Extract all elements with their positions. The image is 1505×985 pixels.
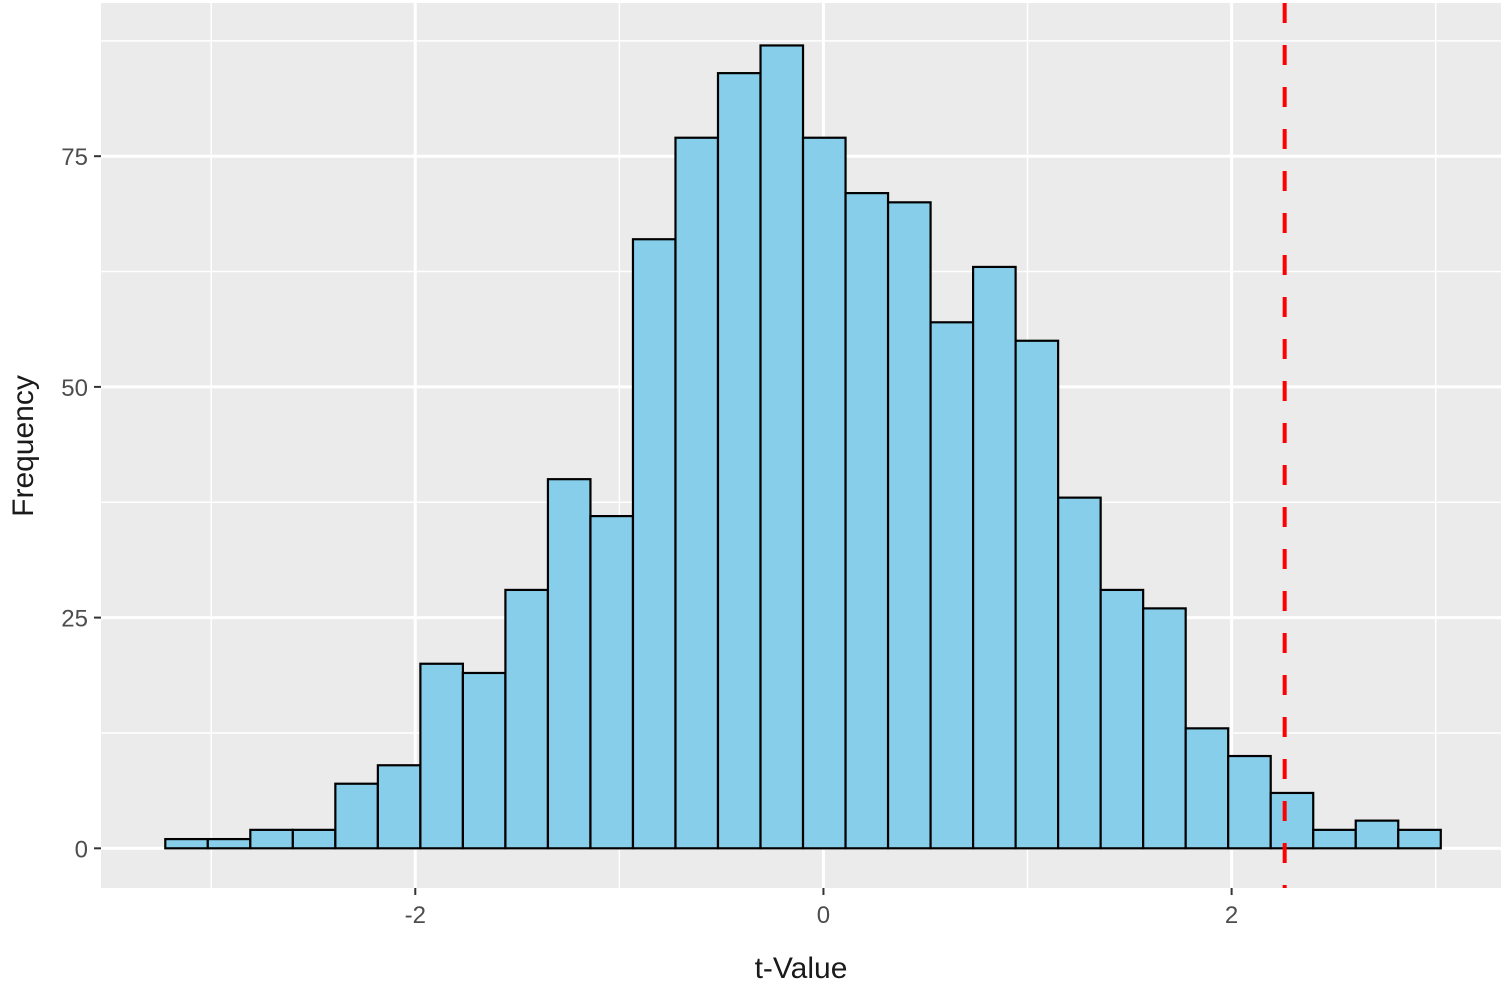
histogram-bar bbox=[1354, 819, 1400, 850]
y-axis: 0 25 50 75 bbox=[61, 144, 101, 863]
histogram-bar bbox=[419, 662, 464, 850]
histogram-bars bbox=[164, 44, 1442, 850]
histogram-bar bbox=[1397, 828, 1442, 850]
histogram-bar bbox=[164, 837, 209, 850]
histogram-bar bbox=[971, 265, 1017, 850]
histogram-bar bbox=[206, 837, 252, 850]
histogram-bar bbox=[1014, 339, 1060, 850]
histogram-bar bbox=[631, 238, 677, 850]
x-tick-label: 0 bbox=[817, 902, 830, 929]
histogram-bar bbox=[886, 201, 932, 850]
histogram-bar bbox=[376, 764, 422, 850]
y-tick-label: 0 bbox=[75, 836, 88, 863]
y-tick-label: 50 bbox=[61, 375, 88, 402]
histogram-bar bbox=[504, 588, 550, 850]
histogram-bar bbox=[1227, 754, 1272, 850]
histogram-bar bbox=[291, 828, 337, 850]
x-axis: -2 0 2 bbox=[405, 888, 1238, 929]
y-tick-label: 25 bbox=[61, 606, 88, 633]
histogram-bar bbox=[461, 671, 507, 850]
histogram-bar bbox=[929, 321, 975, 850]
histogram-bar bbox=[1099, 588, 1145, 850]
histogram-bar bbox=[1142, 607, 1187, 850]
histogram-bar bbox=[801, 136, 847, 850]
x-tick-label: -2 bbox=[405, 902, 426, 929]
histogram-bar bbox=[1057, 496, 1102, 850]
y-tick-label: 75 bbox=[61, 144, 88, 171]
histogram-bar bbox=[1312, 828, 1357, 850]
x-tick-label: 2 bbox=[1225, 902, 1238, 929]
y-axis-title: Frequency bbox=[7, 375, 40, 517]
histogram-bar bbox=[674, 136, 720, 850]
x-axis-title: t-Value bbox=[755, 952, 848, 985]
histogram-bar bbox=[334, 782, 379, 850]
histogram-bar bbox=[1184, 727, 1230, 850]
histogram-bar bbox=[759, 44, 805, 850]
histogram-bar bbox=[716, 72, 762, 850]
histogram-bar bbox=[249, 828, 294, 850]
histogram-bar bbox=[546, 478, 592, 850]
histogram-bar bbox=[589, 514, 635, 850]
histogram-bar bbox=[1269, 791, 1315, 850]
histogram-bar bbox=[844, 192, 890, 850]
